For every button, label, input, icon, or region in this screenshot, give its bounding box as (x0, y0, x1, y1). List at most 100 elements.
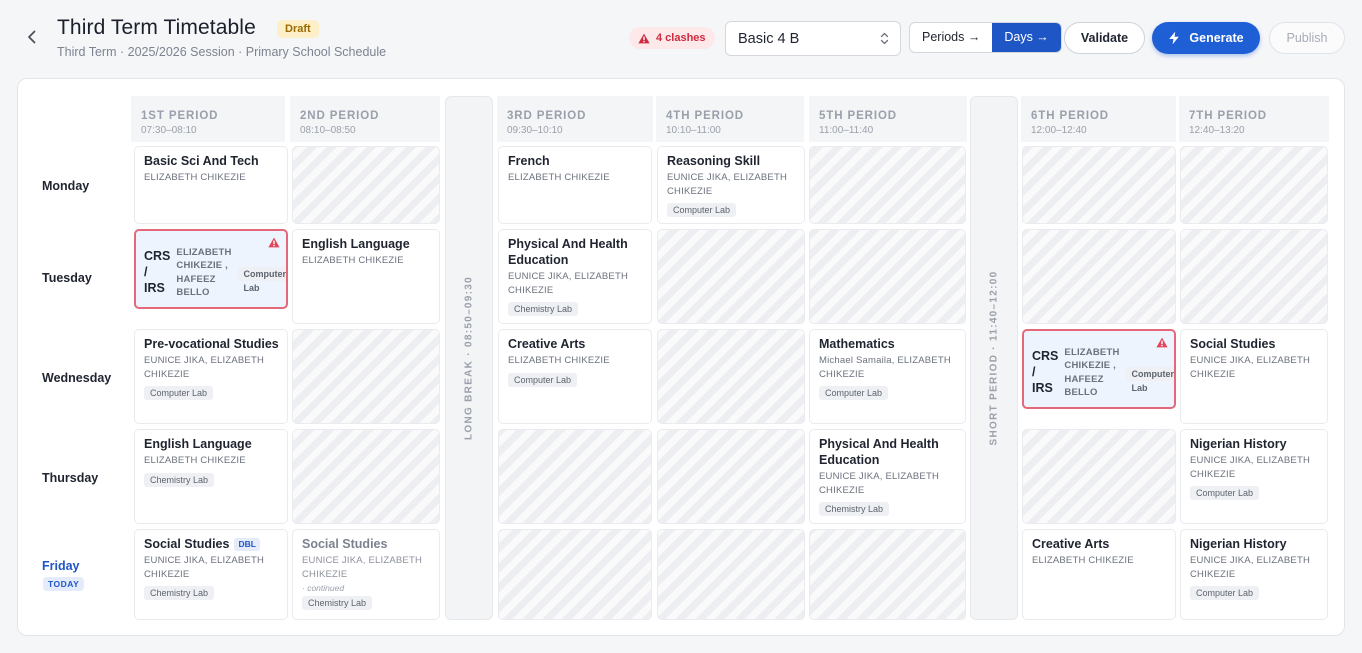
empty-slot[interactable] (1022, 229, 1176, 324)
slot-teachers: EUNICE JIKA, ELIZABETH CHIKEZIE (144, 555, 265, 580)
back-button[interactable] (22, 28, 40, 46)
slot-thu-p5[interactable]: Physical And Health Education EUNICE JIK… (809, 429, 966, 524)
slot-teachers: ELIZABETH CHIKEZIE (1032, 555, 1134, 566)
period-header-5: 5TH PERIOD 11:00–11:40 (809, 96, 967, 142)
period-header-6: 6TH PERIOD 12:00–12:40 (1021, 96, 1176, 142)
period-time: 11:00–11:40 (819, 125, 874, 136)
empty-slot[interactable] (809, 229, 966, 324)
slot-subject: Nigerian History (1190, 437, 1287, 451)
period-time: 10:10–11:00 (666, 125, 721, 136)
slot-subject: Physical And Health Education (819, 437, 939, 467)
room-tag: Computer Lab (819, 386, 889, 400)
slot-teachers: ELIZABETH CHIKEZIE (302, 255, 404, 266)
slot-subject: Reasoning Skill (667, 154, 761, 168)
day-label-monday: Monday (42, 179, 90, 193)
room-tag: Chemistry Lab (819, 502, 890, 516)
period-name: 6TH PERIOD (1031, 110, 1110, 122)
slot-wed-p7[interactable]: Social Studies EUNICE JIKA, ELIZABETH CH… (1180, 329, 1328, 424)
slot-teachers: ELIZABETH CHIKEZIE (508, 355, 610, 366)
validate-button[interactable]: Validate (1064, 22, 1145, 54)
slot-teachers: EUNICE JIKA, ELIZABETH CHIKEZIE (144, 355, 265, 380)
class-select-value: Basic 4 B (738, 30, 800, 47)
slot-subject: Social Studies (302, 537, 388, 551)
room-tag: Chemistry Lab (302, 596, 373, 610)
empty-slot[interactable] (657, 329, 805, 424)
slot-subject: Mathematics (819, 337, 895, 351)
slot-teachers: EUNICE JIKA, ELIZABETH CHIKEZIE (302, 555, 423, 580)
period-time: 09:30–10:10 (507, 125, 563, 136)
slot-wed-p3[interactable]: Creative Arts ELIZABETH CHIKEZIE Compute… (498, 329, 652, 424)
empty-slot[interactable] (292, 146, 440, 224)
day-label-tuesday: Tuesday (42, 271, 92, 285)
slot-subject: Physical And Health Education (508, 237, 628, 267)
slot-fri-p2-continued[interactable]: Social Studies EUNICE JIKA, ELIZABETH CH… (292, 529, 440, 620)
slot-tue-p3[interactable]: Physical And Health Education EUNICE JIK… (498, 229, 652, 324)
slot-teachers: EUNICE JIKA, ELIZABETH CHIKEZIE (508, 271, 629, 296)
slot-tue-p1-clash[interactable]: CRS / IRS ELIZABETH CHIKEZIE , HAFEEZ BE… (134, 229, 288, 309)
publish-button[interactable]: Publish (1269, 22, 1345, 54)
select-arrows-icon (880, 32, 889, 45)
view-periods-button[interactable]: Periods → (922, 30, 981, 44)
warning-icon (638, 33, 650, 43)
empty-slot[interactable] (1022, 429, 1176, 524)
room-tag: Computer Lab (1125, 367, 1174, 393)
empty-slot[interactable] (657, 429, 805, 524)
slot-teachers: Michael Samaila, ELIZABETH CHIKEZIE (819, 355, 951, 380)
clash-indicator[interactable]: 4 clashes (629, 27, 715, 49)
empty-slot[interactable] (1180, 229, 1328, 324)
room-tag: Computer Lab (508, 372, 578, 387)
empty-slot[interactable] (809, 529, 966, 620)
period-time: 07:30–08:10 (141, 125, 197, 136)
slot-teachers: EUNICE JIKA, ELIZABETH CHIKEZIE (667, 172, 788, 197)
slot-mon-p1[interactable]: Basic Sci And Tech ELIZABETH CHIKEZIE (134, 146, 288, 224)
empty-slot[interactable] (498, 529, 652, 620)
timetable-panel: 1ST PERIOD 07:30–08:10 2ND PERIOD 08:10–08… (17, 78, 1345, 636)
clash-warning-icon (1156, 337, 1168, 348)
slot-subject: Pre-vocational Studies (144, 337, 279, 351)
slot-fri-p7[interactable]: Nigerian History EUNICE JIKA, ELIZABETH … (1180, 529, 1328, 620)
slot-teachers: EUNICE JIKA, ELIZABETH CHIKEZIE (1190, 555, 1311, 580)
period-time: 12:40–13:20 (1189, 125, 1245, 136)
empty-slot[interactable] (292, 429, 440, 524)
generate-button[interactable]: Generate (1152, 22, 1260, 54)
slot-fri-p6[interactable]: Creative Arts ELIZABETH CHIKEZIE (1022, 529, 1176, 620)
room-tag: Computer Lab (144, 386, 214, 400)
period-name: 4TH PERIOD (666, 110, 745, 122)
slot-teachers: EUNICE JIKA, ELIZABETH CHIKEZIE (819, 471, 940, 496)
slot-mon-p4[interactable]: Reasoning Skill EUNICE JIKA, ELIZABETH C… (657, 146, 805, 224)
slot-teachers: EUNICE JIKA, ELIZABETH CHIKEZIE (1190, 355, 1311, 380)
view-days-button[interactable]: Days → (992, 23, 1061, 52)
room-tag: Computer Lab (1190, 586, 1260, 600)
slot-subject: CRS / IRS (1032, 348, 1059, 395)
empty-slot[interactable] (292, 329, 440, 424)
period-header-2: 2ND PERIOD 08:10–08:50 (290, 96, 440, 142)
long-break-label: LONG BREAK · 08:50–09:30 (463, 275, 475, 441)
empty-slot[interactable] (1180, 146, 1328, 224)
clash-count: 4 clashes (656, 32, 706, 44)
slot-mon-p3[interactable]: French ELIZABETH CHIKEZIE (498, 146, 652, 224)
today-badge: TODAY (43, 577, 85, 591)
room-tag: Chemistry Lab (144, 472, 215, 487)
slot-wed-p1[interactable]: Pre-vocational Studies EUNICE JIKA, ELIZ… (134, 329, 288, 424)
period-time: 08:10–08:50 (300, 125, 356, 136)
room-tag: Computer Lab (237, 267, 286, 293)
empty-slot[interactable] (657, 229, 805, 324)
slot-wed-p5[interactable]: Mathematics Michael Samaila, ELIZABETH C… (809, 329, 966, 424)
slot-fri-p1[interactable]: Social Studies DBL EUNICE JIKA, ELIZABETH… (134, 529, 288, 620)
slot-thu-p1[interactable]: English Language ELIZABETH CHIKEZIE Chem… (134, 429, 288, 524)
empty-slot[interactable] (809, 146, 966, 224)
period-name: 3RD PERIOD (507, 110, 587, 122)
empty-slot[interactable] (657, 529, 805, 620)
slot-subject: Creative Arts (1032, 537, 1110, 551)
empty-slot[interactable] (1022, 146, 1176, 224)
slot-wed-p6-clash[interactable]: CRS / IRS ELIZABETH CHIKEZIE , HAFEEZ BE… (1022, 329, 1176, 409)
class-select[interactable]: Basic 4 B (725, 21, 901, 56)
period-name: 2ND PERIOD (300, 110, 380, 122)
empty-slot[interactable] (498, 429, 652, 524)
slot-tue-p2[interactable]: English Language ELIZABETH CHIKEZIE (292, 229, 440, 324)
period-header-1: 1ST PERIOD 07:30–08:10 (131, 96, 285, 142)
room-tag: Computer Lab (1190, 486, 1260, 500)
slot-thu-p7[interactable]: Nigerian History EUNICE JIKA, ELIZABETH … (1180, 429, 1328, 524)
period-name: 5TH PERIOD (819, 110, 898, 122)
slot-subject: French (508, 154, 550, 168)
